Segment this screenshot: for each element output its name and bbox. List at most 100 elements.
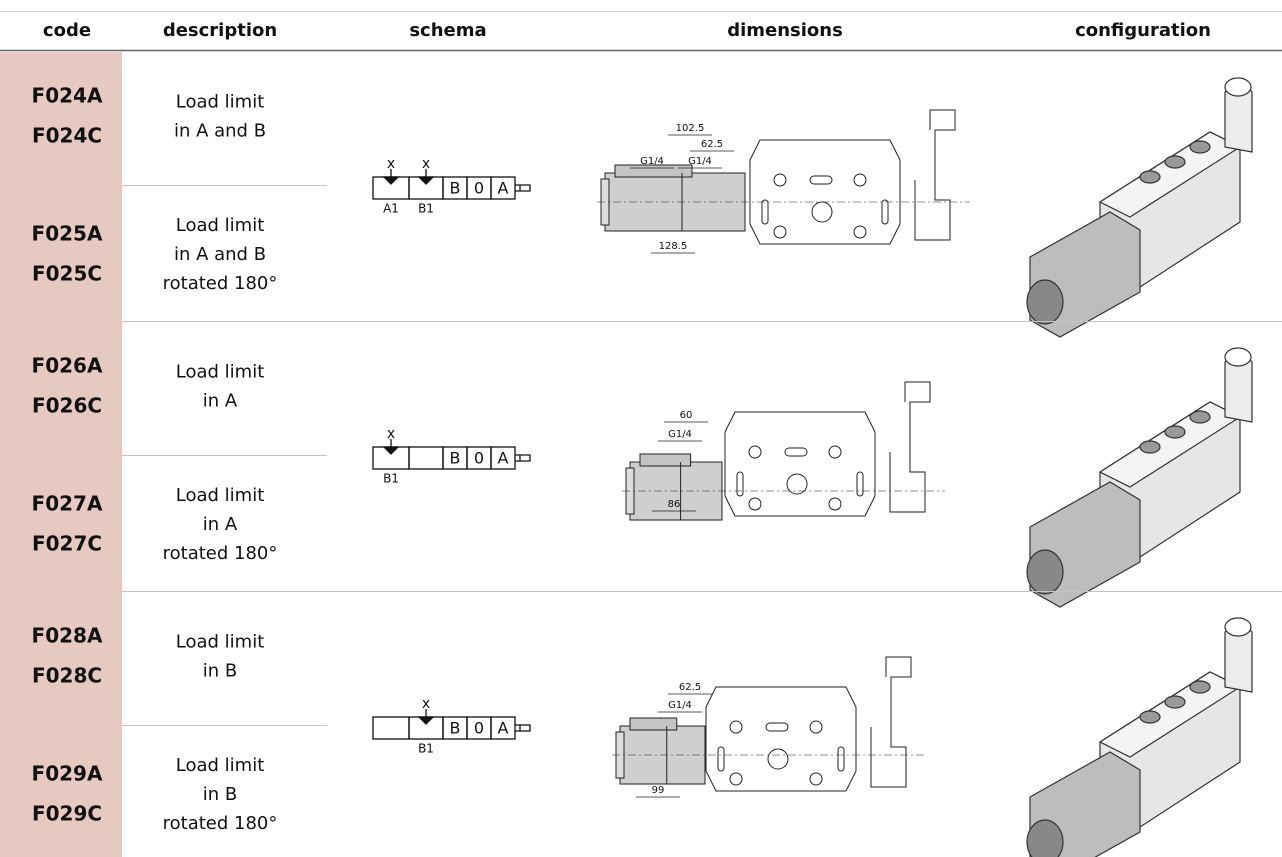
schema-port-label: B1 [418, 742, 434, 756]
dimension-label: 62.5 [701, 139, 723, 150]
bolt-hole [809, 720, 823, 734]
code: F026C [32, 394, 102, 418]
description-line: rotated 180° [163, 813, 278, 834]
bolt-hole [853, 225, 867, 239]
cap-iso [1026, 279, 1064, 325]
side-slot-l [736, 471, 744, 497]
schema-position-box [490, 446, 516, 470]
bolt-hole [853, 173, 867, 187]
description-line: rotated 180° [163, 543, 278, 564]
port [1164, 425, 1186, 439]
schema-check [382, 446, 400, 455]
bolt-hole [748, 445, 762, 459]
schema-position: B [450, 179, 461, 198]
description-line: in A [203, 391, 238, 412]
schema-position: A [498, 719, 509, 738]
side-slot-l [717, 746, 725, 772]
slot [765, 722, 789, 732]
schema-spool [515, 184, 531, 192]
schema-position: B [450, 719, 461, 738]
schema-port-box [408, 446, 444, 470]
description-line: Load limit [176, 755, 265, 776]
description-line: Load limit [176, 632, 265, 653]
column-header: dimensions [727, 20, 843, 41]
code: F028A [32, 624, 103, 648]
bolt-hole [773, 173, 787, 187]
schema-spool [515, 724, 531, 732]
handle [914, 109, 956, 241]
schema: x B1 B 0 A [372, 426, 531, 486]
schema-port-label: A1 [383, 202, 399, 216]
description-line: in A and B [174, 244, 266, 265]
schema-position: 0 [474, 449, 484, 468]
schema-spool [515, 454, 531, 462]
schema-port-label: B1 [418, 202, 434, 216]
schema-position: A [498, 179, 509, 198]
schema: x B1 B 0 A [372, 696, 531, 756]
code: F026A [32, 354, 103, 378]
port [1139, 440, 1161, 454]
schema-position-box [490, 176, 516, 200]
port [1164, 695, 1186, 709]
schema-mark: x [387, 156, 395, 172]
schema-port-box [372, 716, 410, 740]
port [1164, 155, 1186, 169]
valve-body [705, 686, 857, 792]
dimension-label: G1/4 [688, 156, 712, 167]
dimension-label: 62.5 [679, 682, 701, 693]
slot [784, 447, 808, 457]
code: F025A [32, 222, 103, 246]
code: F024C [32, 124, 102, 148]
valve-body [749, 139, 901, 245]
schema-position-box [490, 716, 516, 740]
handle [889, 381, 931, 513]
schema-mark: x [387, 426, 395, 442]
schema-position: 0 [474, 179, 484, 198]
description-line: in B [203, 784, 237, 805]
port [1139, 170, 1161, 184]
configuration-render [1026, 347, 1253, 608]
slot [809, 175, 833, 185]
description-line: Load limit [176, 215, 265, 236]
schema-position: 0 [474, 719, 484, 738]
port-block [639, 453, 692, 467]
code: F029C [32, 802, 102, 826]
bolt-hole [828, 497, 842, 511]
dimension-label: G1/4 [668, 700, 692, 711]
configuration-render [1026, 617, 1253, 857]
cap-iso [1026, 549, 1064, 595]
code: F029A [32, 762, 103, 786]
column-header: code [43, 20, 91, 41]
dimension-label: 60 [680, 410, 693, 421]
spool-end [786, 473, 808, 495]
schema: x A1 x B1 B 0 A [372, 156, 531, 216]
description-line: in A [203, 514, 238, 535]
cap-iso [1026, 819, 1064, 857]
schema-position: B [450, 449, 461, 468]
dimension-label: 128.5 [659, 241, 688, 252]
lever-top [1224, 77, 1252, 97]
code: F024A [32, 84, 103, 108]
side-slot-r [856, 471, 864, 497]
configuration-render [1026, 77, 1253, 338]
lever-top [1224, 347, 1252, 367]
description-line: Load limit [176, 362, 265, 383]
column-header: description [163, 20, 277, 41]
port [1189, 140, 1211, 154]
handle [870, 656, 912, 788]
description-line: in B [203, 661, 237, 682]
spool-end [767, 748, 789, 770]
bolt-hole [748, 497, 762, 511]
code: F025C [32, 262, 102, 286]
dimension-drawing: 102.5 62.5 G1/4 G1/4 128.5 [597, 109, 970, 254]
bolt-hole [773, 225, 787, 239]
dimension-label: G1/4 [640, 156, 664, 167]
dimension-label: G1/4 [668, 429, 692, 440]
schema-check [417, 176, 435, 185]
schema-mark: x [422, 156, 430, 172]
dimension-drawing: 62.5 G1/4 99 [612, 656, 926, 798]
code: F027C [32, 532, 102, 556]
dimension-drawing: 60 G1/4 86 [622, 381, 945, 521]
schema-check [382, 176, 400, 185]
